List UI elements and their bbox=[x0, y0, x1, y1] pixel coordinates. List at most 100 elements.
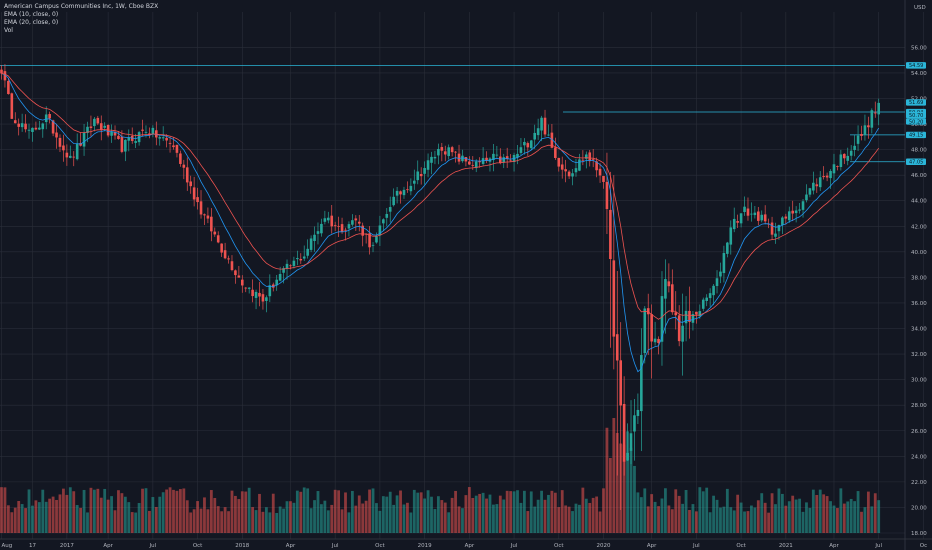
candle-body bbox=[615, 334, 619, 361]
candle-body bbox=[368, 233, 371, 248]
candle-body bbox=[846, 155, 850, 161]
volume-bar bbox=[712, 495, 715, 533]
volume-bar bbox=[498, 495, 502, 533]
volume-bar bbox=[846, 501, 850, 533]
candle-body bbox=[313, 234, 316, 241]
ema-lines bbox=[1, 73, 880, 373]
candle-body bbox=[812, 182, 815, 191]
candle-body bbox=[196, 197, 199, 203]
volume-bar bbox=[495, 504, 499, 533]
candle-body bbox=[354, 218, 358, 221]
volume-bar bbox=[516, 490, 519, 533]
volume-bar bbox=[629, 447, 633, 533]
time-tick-label: Apr bbox=[829, 543, 839, 549]
volume-bar bbox=[240, 491, 244, 533]
time-tick-label: Oct bbox=[375, 543, 385, 549]
candle-body bbox=[309, 238, 313, 250]
volume-bar bbox=[278, 506, 282, 533]
candle-body bbox=[492, 153, 495, 161]
price-axis[interactable]: 56.0054.0052.0050.0048.0046.0044.0042.00… bbox=[911, 5, 927, 537]
candle-body bbox=[72, 156, 76, 158]
time-axis[interactable]: Aug 17 2017 Apr Jul Oct 2018 Apr Jul Oct 2019 Apr Ju… bbox=[2, 543, 928, 549]
price-tick-label: 18.00 bbox=[911, 531, 927, 537]
volume-bar bbox=[371, 488, 375, 533]
time-tick-label: Aug bbox=[2, 543, 13, 549]
volume-bar bbox=[99, 497, 103, 533]
price-tick-label: 20.00 bbox=[911, 505, 927, 511]
candle-body bbox=[265, 297, 268, 301]
volume-bar bbox=[622, 444, 626, 533]
candle-body bbox=[103, 125, 106, 128]
candle-body bbox=[17, 123, 20, 127]
candle-body bbox=[395, 190, 399, 196]
candle-body bbox=[743, 206, 746, 212]
candle-body bbox=[258, 292, 261, 297]
candle-body bbox=[468, 161, 471, 165]
volume-bar bbox=[512, 491, 516, 533]
volume-bar bbox=[92, 489, 96, 533]
candle-body bbox=[499, 156, 502, 163]
horizontal-levels[interactable] bbox=[0, 64, 905, 163]
candle-body bbox=[712, 285, 715, 296]
volume-bar bbox=[196, 501, 199, 533]
candle-body bbox=[547, 134, 550, 136]
volume-bar bbox=[216, 506, 220, 533]
volume-bar bbox=[189, 512, 193, 533]
time-tick-label: 2018 bbox=[235, 543, 249, 549]
candle-body bbox=[591, 158, 595, 160]
candle-body bbox=[278, 274, 282, 281]
volume-bar bbox=[364, 500, 368, 533]
candle-body bbox=[722, 253, 726, 274]
volume-bar bbox=[639, 497, 643, 533]
candle-body bbox=[695, 311, 698, 315]
volume-bar bbox=[426, 490, 430, 533]
candle-body bbox=[161, 137, 165, 139]
candle-body bbox=[62, 145, 65, 151]
candle-body bbox=[784, 216, 788, 219]
volume-bar bbox=[123, 496, 127, 533]
volume-bar bbox=[877, 500, 881, 533]
candle-body bbox=[375, 236, 378, 243]
volume-bar bbox=[0, 487, 3, 533]
candle-body bbox=[825, 175, 829, 178]
price-tag bbox=[906, 111, 926, 119]
volume-bar bbox=[213, 498, 217, 533]
candle-body bbox=[519, 147, 523, 153]
price-tag-label: 50.20 bbox=[909, 119, 923, 125]
candle-body bbox=[347, 224, 351, 229]
volume-bar bbox=[670, 509, 674, 533]
volume-bar bbox=[392, 504, 396, 533]
volume-bar bbox=[478, 493, 482, 533]
candle-body bbox=[296, 258, 299, 260]
volume-bar bbox=[3, 487, 7, 533]
volume-bar bbox=[306, 488, 310, 533]
price-tick-label: 56.00 bbox=[911, 45, 927, 51]
volume-bar bbox=[454, 490, 457, 533]
candle-body bbox=[578, 159, 581, 171]
price-tick-label: 26.00 bbox=[911, 429, 927, 435]
candle-body bbox=[688, 310, 691, 322]
candle-body bbox=[870, 110, 874, 128]
candle-body bbox=[48, 114, 51, 119]
volume-bar bbox=[719, 507, 722, 533]
candle-body bbox=[750, 213, 753, 215]
candle-body bbox=[351, 220, 354, 225]
price-tag bbox=[906, 62, 926, 69]
candle-body bbox=[588, 152, 592, 162]
volume-bar bbox=[591, 497, 595, 533]
volume-bar bbox=[547, 494, 550, 533]
candle-body bbox=[392, 196, 395, 206]
candle-body bbox=[175, 144, 179, 153]
volume-bar bbox=[402, 504, 406, 533]
volume-bar bbox=[203, 497, 206, 533]
volume-bar bbox=[375, 503, 378, 533]
volume-bar bbox=[760, 493, 764, 533]
candle-body bbox=[571, 173, 574, 177]
candle-body bbox=[323, 218, 327, 222]
volume-bar bbox=[533, 506, 537, 533]
candle-body bbox=[794, 210, 798, 214]
candle-body bbox=[495, 154, 499, 156]
volume-bar bbox=[223, 507, 227, 533]
volume-bar bbox=[148, 510, 151, 533]
